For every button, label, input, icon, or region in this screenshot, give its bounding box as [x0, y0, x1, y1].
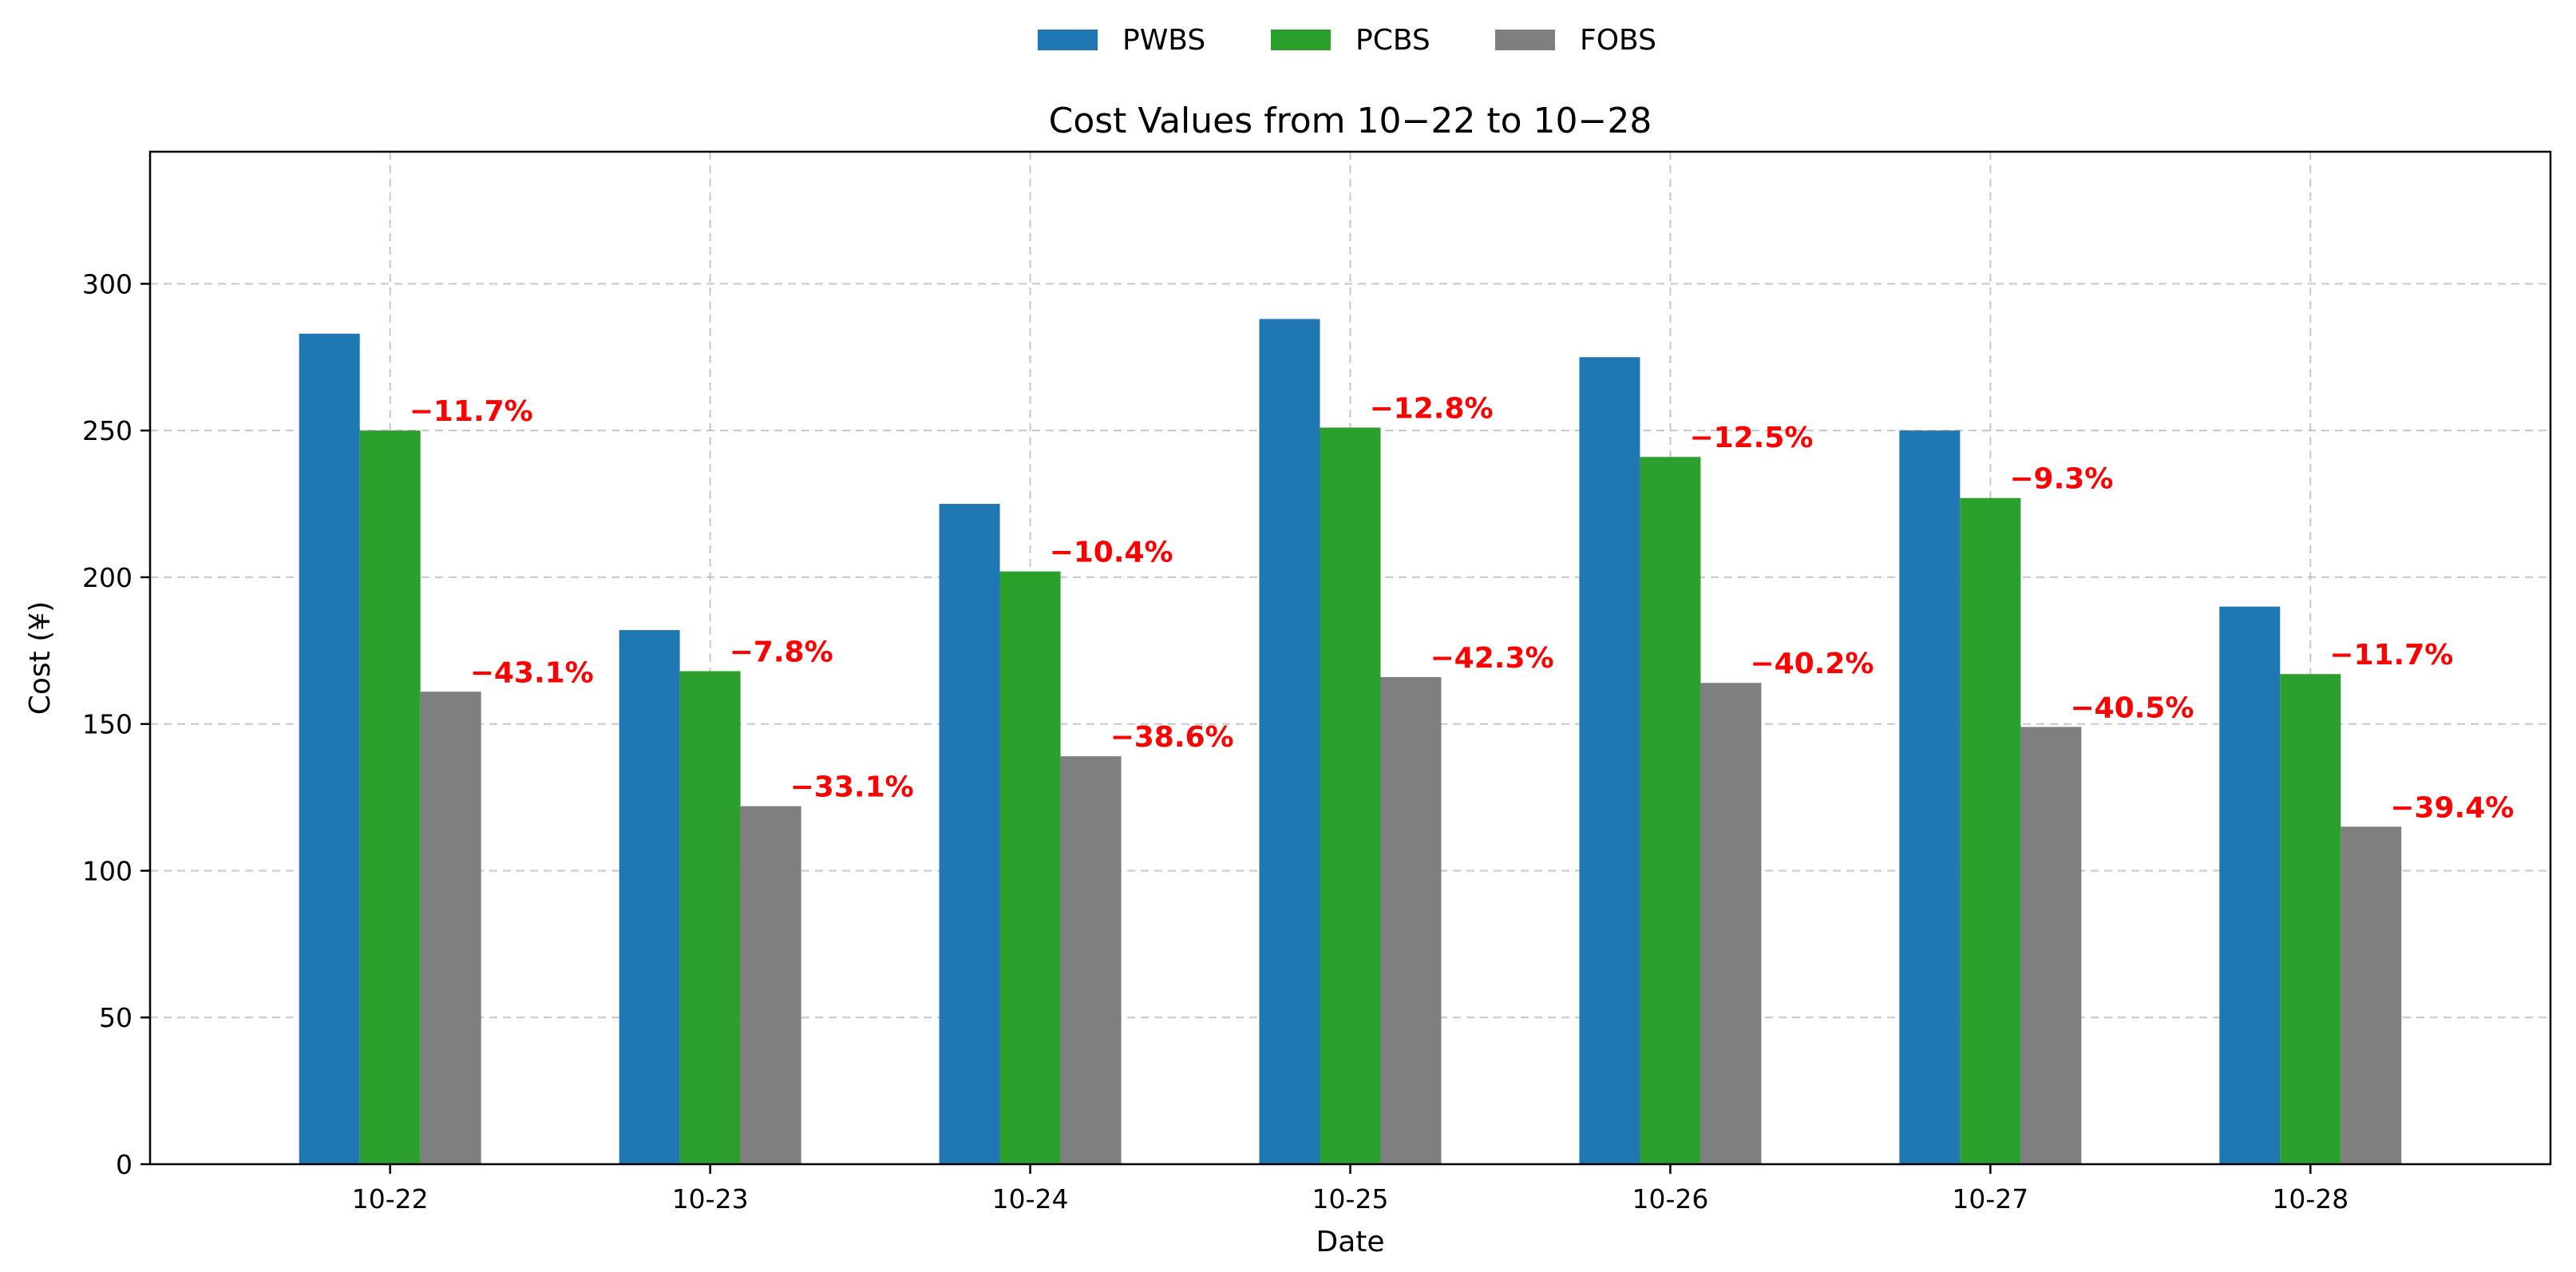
x-tick-label: 10-26: [1632, 1183, 1708, 1215]
chart-title: Cost Values from 10−22 to 10−28: [1049, 101, 1652, 141]
data-label-pcbs: −10.4%: [1050, 537, 1173, 569]
bar-pcbs: [679, 671, 741, 1164]
x-tick-label: 10-27: [1952, 1183, 2028, 1215]
data-label-fobs: −40.2%: [1750, 648, 1874, 680]
legend: PWBS PCBS FOBS: [1038, 24, 1656, 57]
legend-swatch-fobs: [1495, 30, 1555, 50]
x-tick-label: 10-23: [672, 1183, 749, 1215]
x-tick-label: 10-25: [1312, 1183, 1389, 1215]
bar-fobs: [420, 691, 481, 1164]
bar-pcbs: [1640, 457, 1701, 1164]
data-label-pcbs: −11.7%: [2329, 639, 2453, 672]
data-label-fobs: −43.1%: [470, 656, 594, 689]
data-label-fobs: −40.5%: [2070, 691, 2194, 724]
y-tick-label: 250: [82, 415, 133, 446]
legend-swatch-pwbs: [1038, 30, 1098, 50]
bar-pcbs: [2280, 674, 2341, 1164]
bar-pwbs: [1259, 319, 1320, 1165]
y-tick-label: 200: [82, 562, 133, 593]
bars-layer: [299, 319, 2402, 1165]
x-tick-label: 10-22: [352, 1183, 429, 1215]
x-tick-label: 10-28: [2272, 1183, 2348, 1215]
bar-pcbs: [1960, 497, 2021, 1164]
bar-pcbs: [1320, 427, 1381, 1164]
bar-fobs: [2020, 727, 2082, 1164]
legend-label-fobs: FOBS: [1580, 24, 1656, 57]
y-tick-label: 100: [82, 855, 133, 886]
y-tick-label: 0: [116, 1149, 133, 1180]
bar-pwbs: [1579, 357, 1640, 1164]
bar-fobs: [740, 806, 801, 1164]
bar-fobs: [1380, 676, 1442, 1164]
legend-label-pcbs: PCBS: [1355, 24, 1430, 57]
data-label-pcbs: −9.3%: [2009, 463, 2113, 496]
data-label-fobs: −42.3%: [1430, 642, 1554, 675]
bar-pwbs: [299, 333, 360, 1165]
data-label-pcbs: −7.8%: [730, 636, 833, 669]
y-tick-label: 50: [99, 1002, 133, 1033]
legend-swatch-pcbs: [1271, 30, 1331, 50]
bar-fobs: [2341, 826, 2402, 1164]
bar-fobs: [1700, 683, 1762, 1164]
y-tick-label: 300: [82, 268, 133, 299]
bar-pwbs: [939, 504, 1000, 1164]
legend-label-pwbs: PWBS: [1122, 24, 1205, 57]
bar-pwbs: [619, 630, 680, 1164]
x-tick-label: 10-24: [992, 1183, 1069, 1215]
y-axis-title: Cost (¥): [24, 601, 57, 715]
data-label-pcbs: −12.5%: [1689, 422, 1813, 454]
data-label-fobs: −33.1%: [790, 771, 914, 804]
bar-pcbs: [999, 571, 1061, 1164]
bar-pwbs: [2219, 606, 2281, 1164]
y-tick-label: 150: [82, 709, 133, 740]
bar-fobs: [1060, 756, 1122, 1164]
bar-pwbs: [1899, 430, 1961, 1164]
axes-layer: 0 50 100 150 200 250 300 10-22 10-23 10-24 10-25 10…: [82, 268, 2348, 1215]
bar-pcbs: [359, 430, 421, 1164]
data-label-fobs: −38.6%: [1110, 721, 1234, 754]
x-axis-title: Date: [1316, 1226, 1384, 1258]
data-label-fobs: −39.4%: [2390, 791, 2514, 824]
data-labels-layer: −11.7% −7.8% −10.4% −12.8% −12.5% −9.3% −11.7%…: [410, 392, 2515, 824]
data-label-pcbs: −11.7%: [410, 395, 533, 428]
data-label-pcbs: −12.8%: [1370, 392, 1494, 425]
